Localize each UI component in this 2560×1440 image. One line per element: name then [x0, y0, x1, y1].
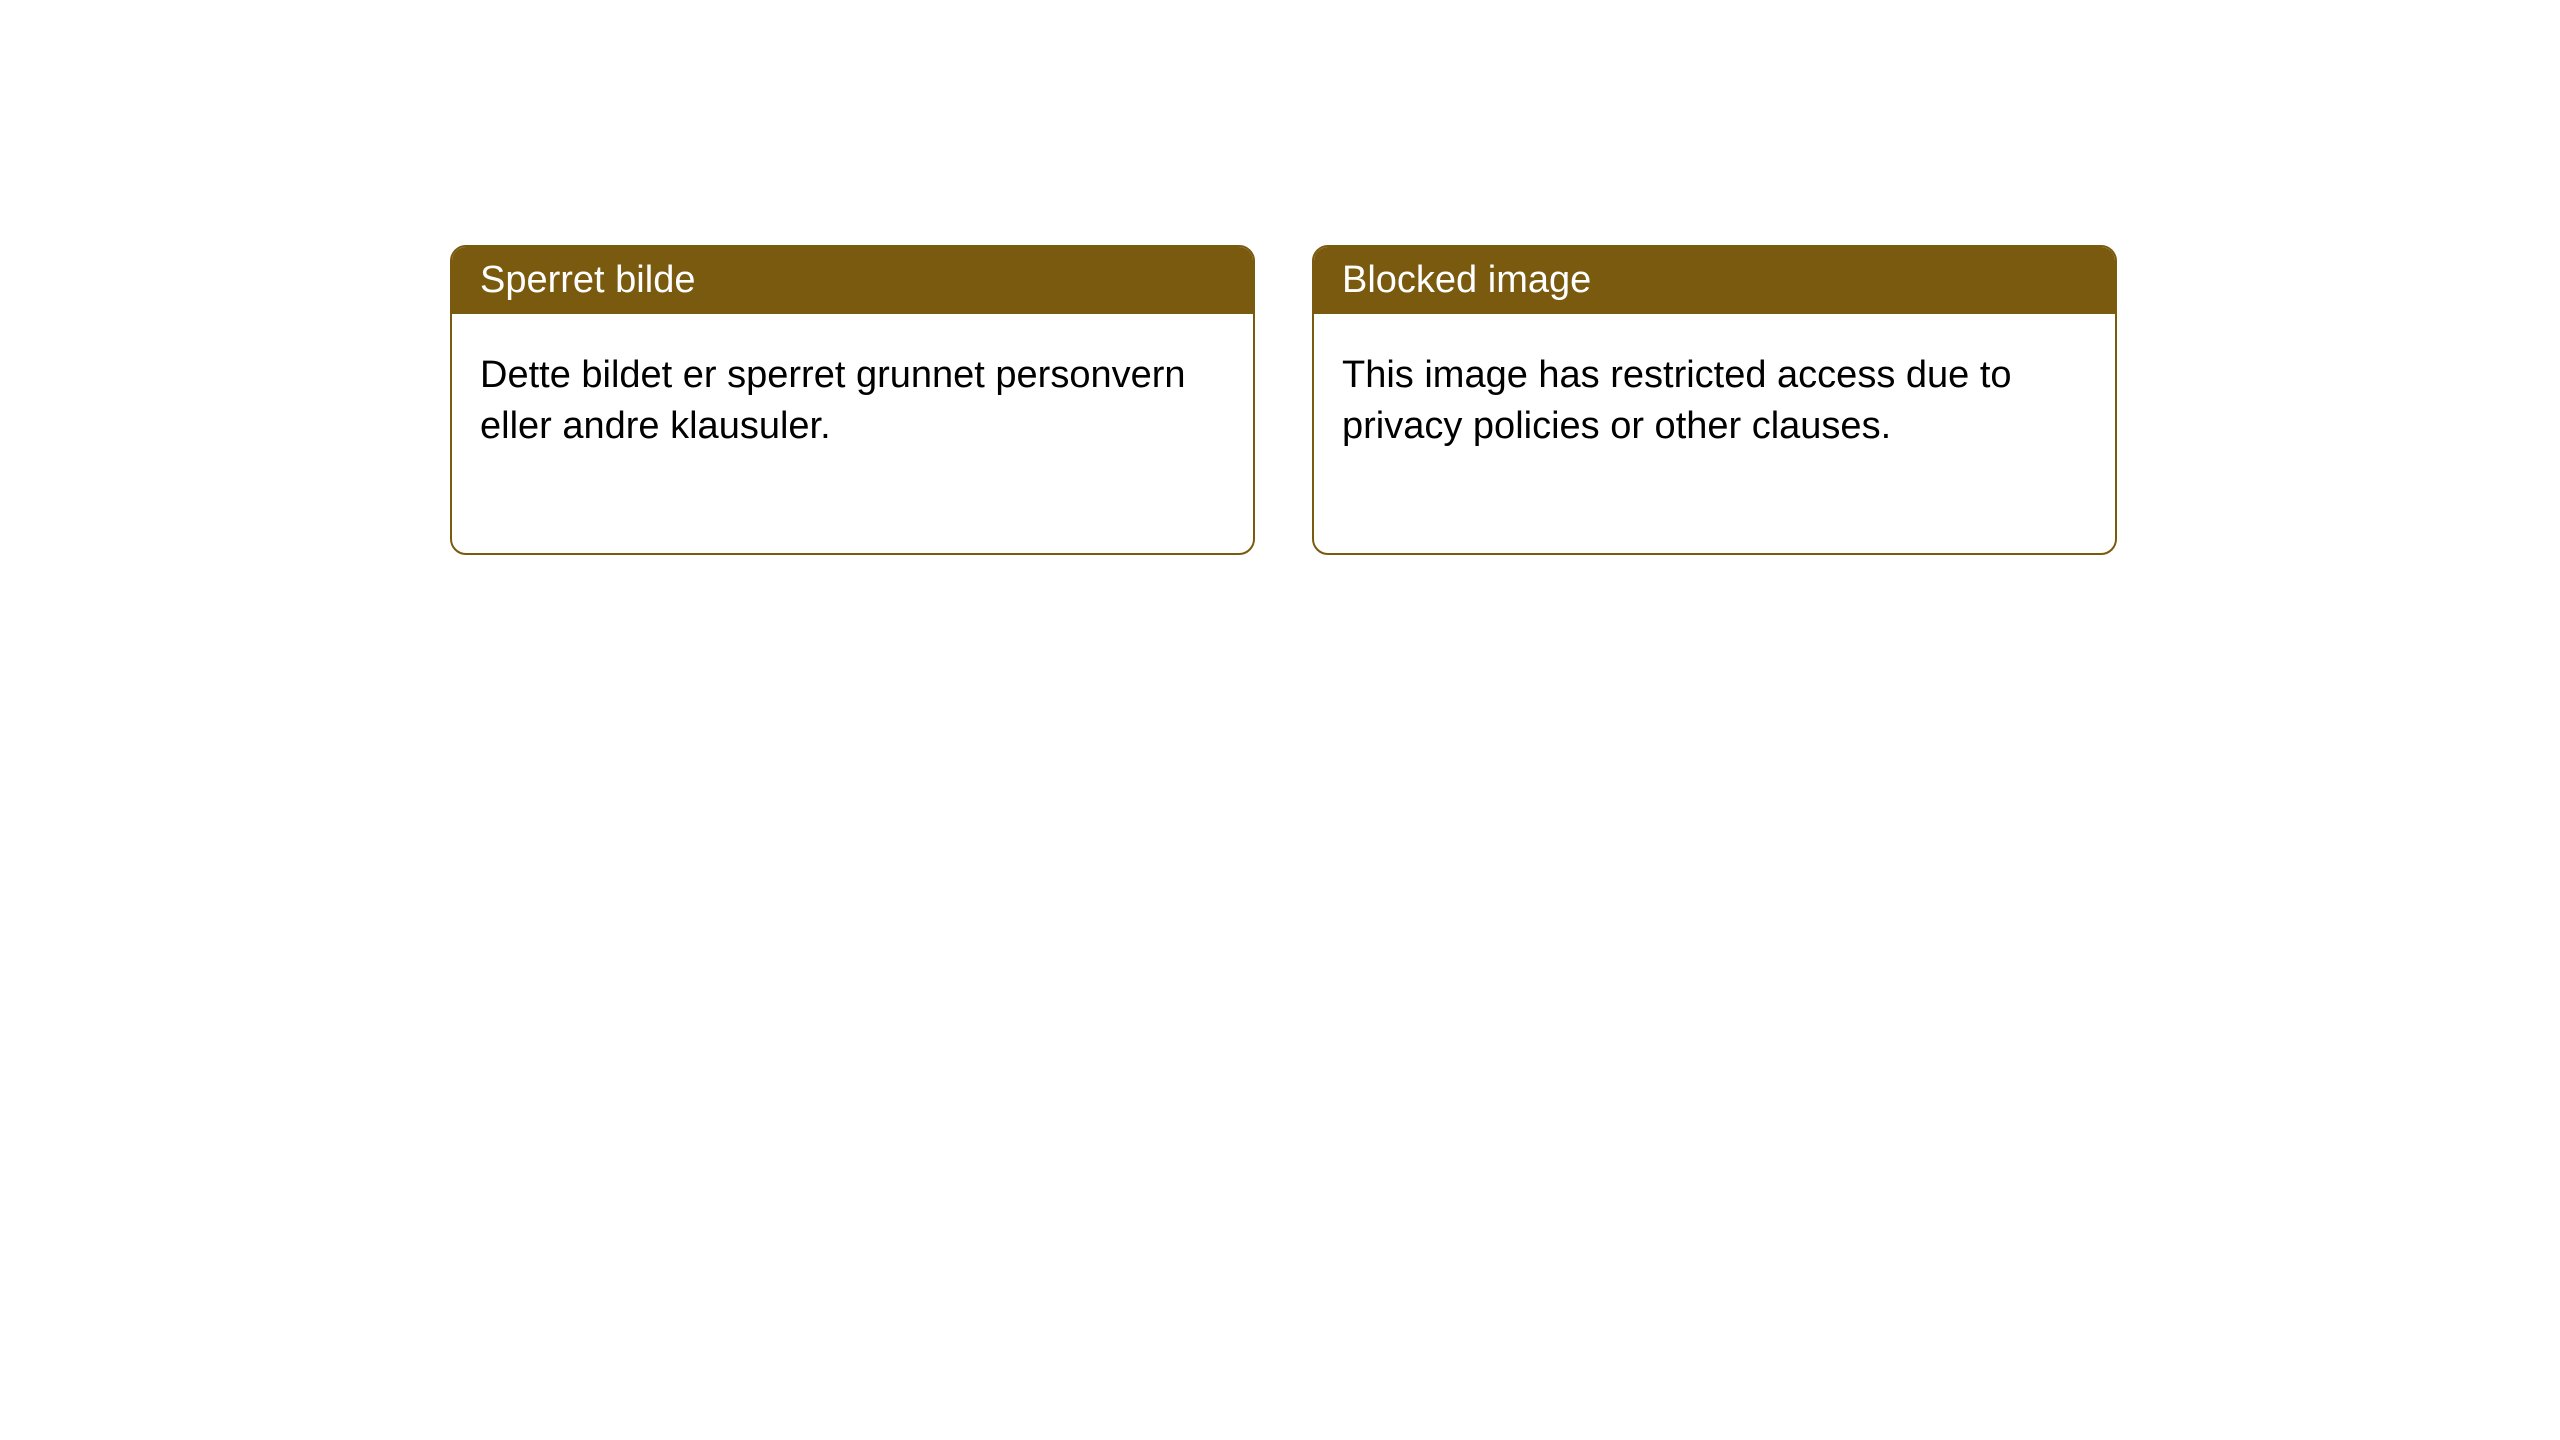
card-body-text-english: This image has restricted access due to … — [1342, 354, 2012, 447]
card-body-norwegian: Dette bildet er sperret grunnet personve… — [452, 314, 1253, 553]
card-header-norwegian: Sperret bilde — [452, 247, 1253, 314]
card-norwegian: Sperret bilde Dette bildet er sperret gr… — [450, 245, 1255, 555]
card-body-english: This image has restricted access due to … — [1314, 314, 2115, 553]
card-english: Blocked image This image has restricted … — [1312, 245, 2117, 555]
cards-container: Sperret bilde Dette bildet er sperret gr… — [450, 245, 2560, 555]
card-title-english: Blocked image — [1342, 259, 1591, 301]
card-body-text-norwegian: Dette bildet er sperret grunnet personve… — [480, 354, 1186, 447]
card-title-norwegian: Sperret bilde — [480, 259, 695, 301]
card-header-english: Blocked image — [1314, 247, 2115, 314]
